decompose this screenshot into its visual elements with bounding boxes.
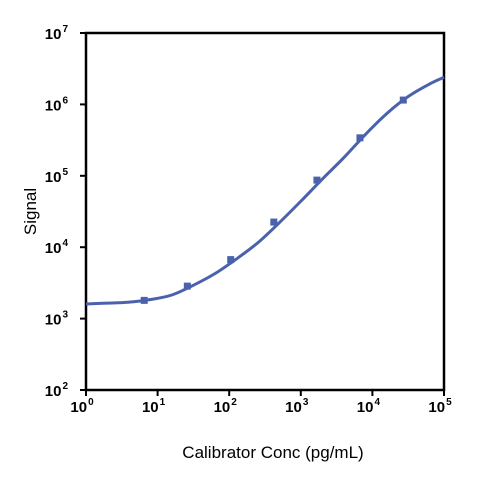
fit-curve-line	[85, 75, 445, 306]
y-tick-label: 107	[45, 24, 69, 43]
y-tick-label: 103	[45, 310, 69, 329]
x-axis-title: Calibrator Conc (pg/mL)	[182, 443, 363, 462]
y-tick-label: 105	[45, 167, 69, 186]
data-point-marker	[270, 218, 278, 226]
plot-frame	[84, 31, 446, 392]
y-tick-label: 102	[45, 381, 69, 400]
axes	[84, 31, 446, 392]
data-point-marker	[140, 296, 148, 304]
data-point-marker	[399, 96, 407, 104]
y-axis-title: Signal	[21, 188, 40, 235]
tick-labels: 100 101 102 103 104 105 102 103 104 105 106 107	[45, 24, 452, 416]
data-point-marker	[227, 256, 235, 264]
x-tick-label: 102	[214, 397, 238, 416]
series	[85, 75, 445, 306]
y-tick-label: 104	[45, 238, 69, 257]
data-point-marker	[356, 134, 364, 142]
tick-marks	[80, 32, 445, 396]
y-tick-label: 106	[45, 95, 69, 114]
x-tick-label: 100	[70, 397, 94, 416]
data-point-marker	[183, 282, 191, 290]
x-tick-label: 105	[428, 397, 452, 416]
x-tick-label: 101	[142, 397, 166, 416]
x-tick-label: 103	[285, 397, 309, 416]
x-tick-label: 104	[357, 397, 381, 416]
data-point-marker	[313, 176, 321, 184]
